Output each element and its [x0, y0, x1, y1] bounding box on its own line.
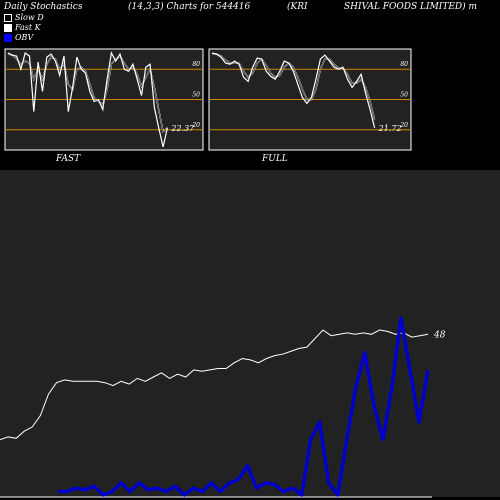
series-fast-d-core: [7, 53, 168, 133]
header-title: Daily Stochastics: [4, 2, 83, 12]
series-full-k: [211, 52, 376, 128]
last-value-price: 48: [433, 330, 446, 340]
last-value-full: 21.72: [378, 124, 402, 133]
series-obv: [58, 316, 430, 497]
level-label-fast-80: 80: [192, 61, 200, 68]
legend-fast-k: Fast K: [4, 23, 41, 32]
legend-label-fast-k: Fast K: [15, 23, 41, 32]
legend-swatch-fast-k: [4, 23, 12, 32]
header-company-a: (KRI: [287, 2, 308, 12]
series-full-d-core: [212, 53, 375, 120]
last-value-fast: 22.37: [170, 124, 195, 133]
header-params: (14,3,3) Charts for 544416: [128, 2, 251, 12]
panel-label-fast: FAST: [56, 154, 81, 164]
legend-label-obv: OBV: [15, 33, 34, 42]
series-price: [0, 329, 429, 441]
series-fast-k: [7, 51, 168, 148]
legend-swatch-slow-d: [4, 13, 12, 22]
level-label-full-50: 50: [400, 92, 408, 99]
level-label-fast-20: 20: [191, 122, 200, 129]
panel-label-full: FULL: [262, 154, 288, 164]
legend-obv: OBV: [4, 33, 33, 42]
legend-swatch-obv: [4, 33, 12, 42]
level-label-full-20: 20: [399, 122, 408, 129]
legend-slow-d: Slow D: [4, 13, 44, 22]
legend-label-slow-d: Slow D: [15, 13, 44, 22]
price-panel: [0, 170, 500, 497]
level-label-fast-50: 50: [192, 92, 200, 99]
level-label-full-80: 80: [400, 61, 408, 68]
header-company-b: SHIVAL FOODS LIMITED) m: [344, 2, 478, 12]
